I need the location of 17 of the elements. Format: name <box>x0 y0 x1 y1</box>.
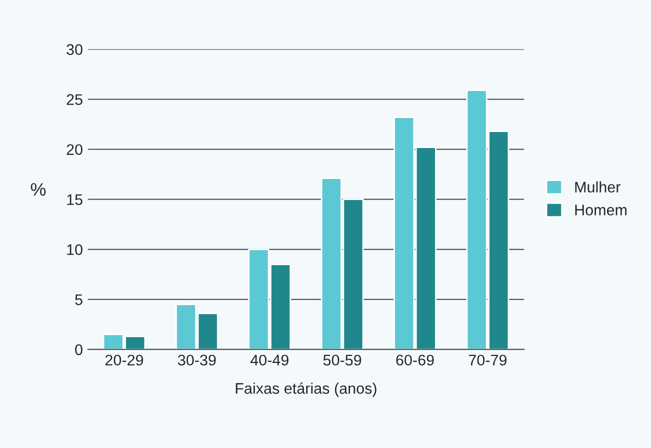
x-tick-label: 60-69 <box>396 354 434 366</box>
x-axis-title: Faixas etárias (anos) <box>236 382 376 397</box>
x-tick-label: 40-49 <box>250 354 288 366</box>
y-tick-label: 25 <box>66 94 82 105</box>
x-tick-label: 30-39 <box>178 354 216 366</box>
y-tick-label: 0 <box>75 344 82 356</box>
legend-label: Homem <box>575 204 626 216</box>
x-tick-label: 70-79 <box>468 354 507 366</box>
y-axis-title: % <box>30 183 46 196</box>
y-tick-label: 20 <box>66 144 82 156</box>
y-tick-label: 5 <box>75 294 82 306</box>
legend-label: Mulher <box>575 181 620 193</box>
y-tick-label: 10 <box>67 244 82 256</box>
x-tick-label: 20-29 <box>105 354 144 366</box>
y-tick-label: 15 <box>67 194 82 206</box>
y-tick-label: 30 <box>66 44 82 55</box>
x-tick-label: 50-59 <box>323 354 362 366</box>
